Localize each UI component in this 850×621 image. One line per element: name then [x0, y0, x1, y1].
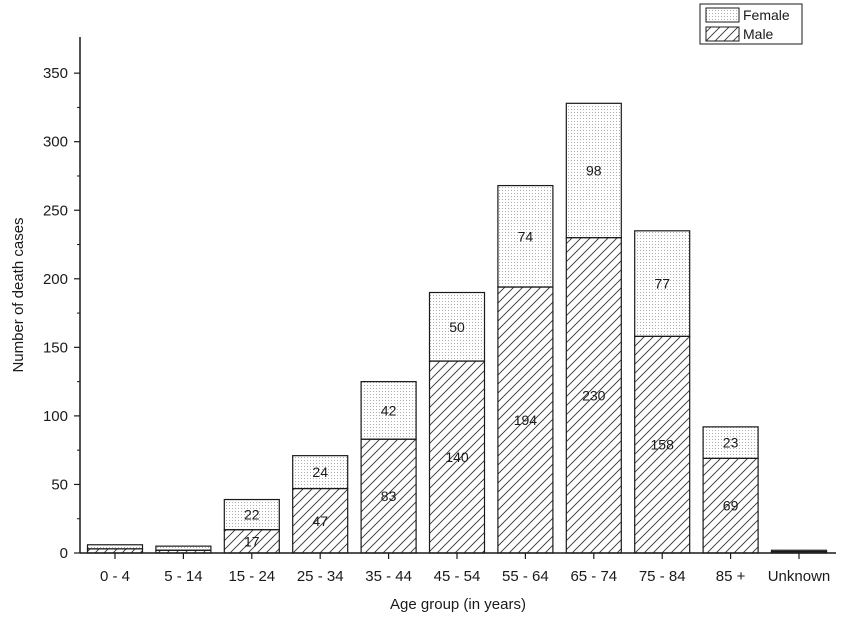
data-label-male-15-24: 17 — [244, 533, 260, 549]
data-label-male-35-44: 83 — [381, 488, 397, 504]
bar-female-0-4 — [86, 544, 144, 550]
bar-male-25-34 — [292, 487, 349, 554]
data-label-female-65-74: 98 — [586, 162, 602, 178]
x-tick-label-35-44: 35 - 44 — [365, 568, 412, 585]
x-tick-label-5-14: 5 - 14 — [164, 568, 202, 585]
data-label-female-35-44: 42 — [381, 402, 397, 418]
y-tick-label-100: 100 — [43, 408, 68, 425]
bar-female-85 — [702, 426, 759, 460]
bar-male-85 — [702, 457, 759, 554]
y-tick-label-0: 0 — [60, 545, 68, 562]
x-tick-label-55-64: 55 - 64 — [502, 568, 549, 585]
bar-female-35-44 — [360, 381, 417, 440]
data-label-male-85: 69 — [723, 498, 739, 514]
x-axis-title: Age group (in years) — [390, 596, 526, 613]
x-tick-label-85: 85 + — [716, 568, 746, 585]
legend: Female Male — [699, 3, 803, 45]
y-tick-label-300: 300 — [43, 134, 68, 151]
bar-male-65-74 — [565, 237, 622, 554]
data-label-male-65-74: 230 — [582, 387, 606, 403]
x-tick-label-45-54: 45 - 54 — [434, 568, 481, 585]
x-tick-label-25-34: 25 - 34 — [297, 568, 344, 585]
y-tick-label-50: 50 — [51, 476, 68, 493]
legend-label-male: Male — [743, 26, 774, 42]
bar-female-75-84 — [634, 230, 691, 337]
bar-female-5-14 — [155, 545, 212, 551]
data-label-male-45-54: 140 — [445, 449, 469, 465]
bar-female-65-74 — [565, 102, 622, 239]
y-tick-label-350: 350 — [43, 65, 68, 82]
y-tick-label-150: 150 — [43, 339, 68, 356]
bar-female-25-34 — [292, 455, 349, 490]
legend-label-female: Female — [743, 7, 790, 23]
x-tick-label-unknown: Unknown — [768, 568, 831, 585]
data-label-female-75-84: 77 — [654, 276, 670, 292]
x-tick-label-0-4: 0 - 4 — [100, 568, 130, 585]
bar-female-45-54 — [428, 291, 486, 362]
data-label-female-85: 23 — [723, 435, 739, 451]
data-label-male-55-64: 194 — [514, 412, 538, 428]
data-label-male-75-84: 158 — [651, 437, 675, 453]
x-ticks: 0 - 4 5 - 14 15 - 24 25 - 34 35 - 44 45 - 54 5… — [100, 553, 830, 585]
data-label-female-55-64: 74 — [518, 228, 534, 244]
bar-male-75-84 — [634, 335, 691, 554]
plot-area: 17 22 47 24 83 42 140 50 194 74 230 98 158 77 69 23 — [86, 102, 828, 554]
bar-female-unknown — [770, 549, 828, 553]
bar-female-15-24 — [223, 498, 280, 531]
y-ticks: 0 50 100 150 200 250 300 350 — [43, 65, 80, 562]
y-tick-label-200: 200 — [43, 271, 68, 288]
data-label-female-45-54: 50 — [449, 319, 465, 335]
data-label-female-25-34: 24 — [312, 464, 328, 480]
y-axis-title: Number of death cases — [10, 217, 27, 372]
bar-female-55-64 — [497, 184, 554, 288]
data-label-female-15-24: 22 — [244, 507, 260, 523]
x-tick-label-65-74: 65 - 74 — [570, 568, 617, 585]
legend-swatch-female — [705, 7, 740, 23]
x-tick-label-15-24: 15 - 24 — [228, 568, 275, 585]
bar-male-35-44 — [360, 438, 417, 554]
y-tick-label-250: 250 — [43, 202, 68, 219]
legend-swatch-male — [705, 26, 740, 42]
bar-male-45-54 — [428, 360, 486, 554]
data-label-male-25-34: 47 — [312, 513, 328, 529]
x-tick-label-75-84: 75 - 84 — [639, 568, 686, 585]
